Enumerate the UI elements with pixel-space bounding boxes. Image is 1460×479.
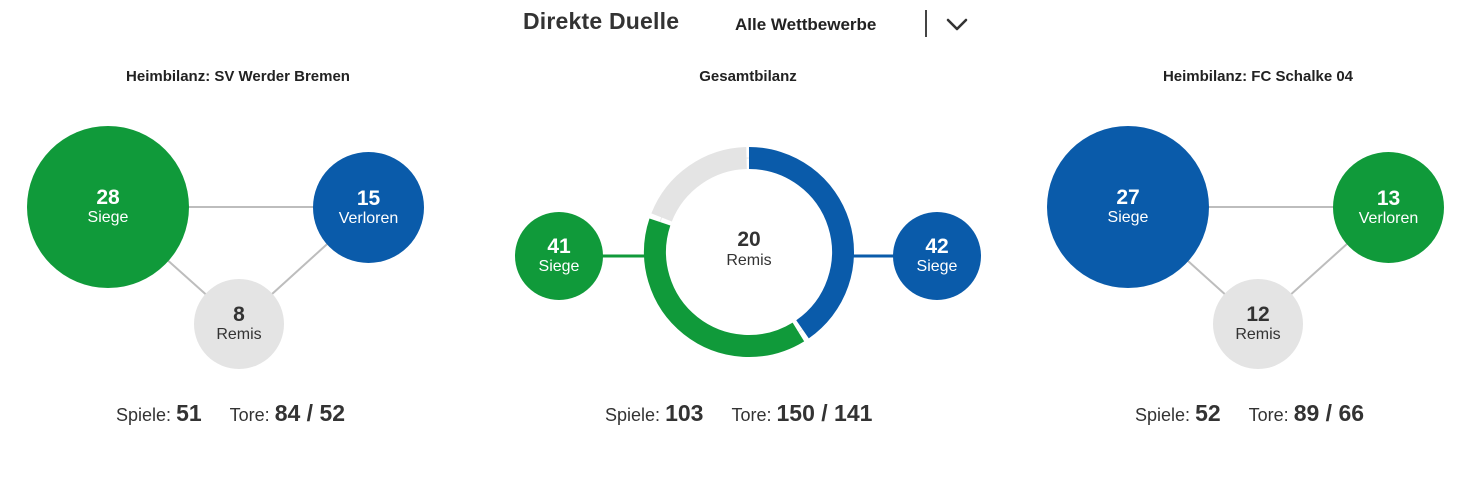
home-left-draws-circle: 8 Remis bbox=[194, 279, 284, 369]
home-right-wins-label: Siege bbox=[1107, 209, 1149, 226]
overall-donut bbox=[644, 147, 854, 357]
home-left-losses-circle: 15 Verloren bbox=[313, 152, 424, 263]
overall-stats: Spiele: 103 Tore: 150 / 141 bbox=[605, 400, 872, 427]
goals-label: Tore: bbox=[229, 405, 270, 425]
overall-left-wins-label: Siege bbox=[538, 258, 580, 275]
home-right-losses-circle: 13 Verloren bbox=[1333, 152, 1444, 263]
home-left-draws-value: 8 bbox=[233, 303, 245, 326]
goals-value: 150 / 141 bbox=[776, 400, 873, 426]
overall-draws-value: 20 bbox=[737, 228, 761, 251]
games-value: 52 bbox=[1195, 400, 1221, 426]
games-label: Spiele: bbox=[1135, 405, 1191, 425]
goals-label: Tore: bbox=[731, 405, 772, 425]
overall-left-wins-circle: 41 Siege bbox=[515, 212, 603, 300]
header: Direkte Duelle Alle Wettbewerbe bbox=[0, 0, 1460, 50]
overall-title: Gesamtbilanz bbox=[699, 68, 797, 85]
home-right-stats: Spiele: 52 Tore: 89 / 66 bbox=[1135, 400, 1364, 427]
overall-right-wins-circle: 42 Siege bbox=[893, 212, 981, 300]
home-left-wins-label: Siege bbox=[87, 209, 129, 226]
home-right-wins-circle: 27 Siege bbox=[1047, 126, 1209, 288]
home-right-wins-value: 27 bbox=[1116, 186, 1140, 209]
goals-value: 89 / 66 bbox=[1293, 400, 1365, 426]
donut-arc-right-wins bbox=[748, 147, 854, 339]
goals-value: 84 / 52 bbox=[274, 400, 346, 426]
home-left-stats: Spiele: 51 Tore: 84 / 52 bbox=[116, 400, 345, 427]
overall-right-wins-label: Siege bbox=[916, 258, 958, 275]
page-title: Direkte Duelle bbox=[523, 8, 680, 34]
donut-arc-left-wins bbox=[644, 218, 805, 357]
chevron-down-icon[interactable] bbox=[945, 12, 969, 36]
goals-label: Tore: bbox=[1248, 405, 1289, 425]
games-label: Spiele: bbox=[116, 405, 172, 425]
home-right-losses-value: 13 bbox=[1376, 186, 1401, 210]
home-left-losses-value: 15 bbox=[356, 186, 381, 210]
competition-filter[interactable]: Alle Wettbewerbe bbox=[735, 15, 877, 34]
home-right-losses-label: Verloren bbox=[1358, 209, 1419, 227]
home-right-title: Heimbilanz: FC Schalke 04 bbox=[1162, 68, 1354, 85]
overall-left-wins-value: 41 bbox=[547, 235, 571, 258]
overall-right-wins-value: 42 bbox=[925, 235, 949, 258]
home-left-draws-label: Remis bbox=[216, 326, 262, 343]
home-left-losses-label: Verloren bbox=[338, 209, 399, 227]
home-left-wins-circle: 28 Siege bbox=[27, 126, 189, 288]
home-left-wins-value: 28 bbox=[96, 186, 120, 209]
home-right-draws-value: 12 bbox=[1246, 303, 1270, 326]
donut-arc-draws bbox=[651, 147, 748, 222]
games-value: 51 bbox=[176, 400, 202, 426]
home-right-draws-label: Remis bbox=[1235, 326, 1281, 343]
games-value: 103 bbox=[665, 400, 704, 426]
home-right-draws-circle: 12 Remis bbox=[1213, 279, 1303, 369]
filter-divider bbox=[925, 10, 927, 37]
overall-draws-label: Remis bbox=[726, 252, 772, 269]
games-label: Spiele: bbox=[605, 405, 661, 425]
overall-draws: 20 Remis bbox=[694, 228, 804, 270]
home-left-title: Heimbilanz: SV Werder Bremen bbox=[126, 68, 350, 85]
